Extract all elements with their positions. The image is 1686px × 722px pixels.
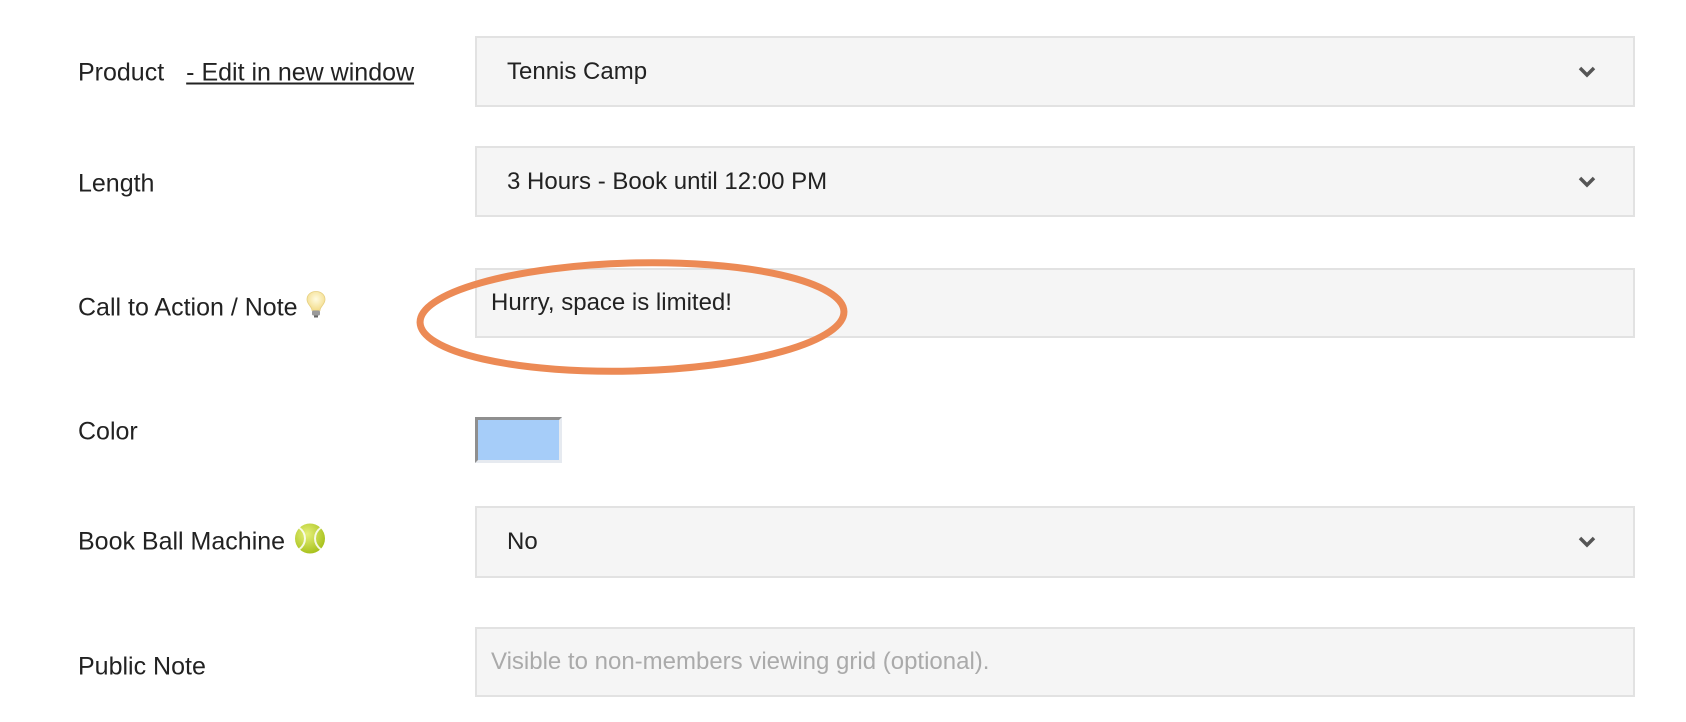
public-note-placeholder: Visible to non-members viewing grid (opt…	[491, 648, 990, 675]
ball-machine-label-text: Book Ball Machine	[78, 527, 286, 556]
chevron-down-icon	[1567, 66, 1607, 78]
color-label: Color	[78, 418, 138, 447]
ball-machine-select[interactable]: No	[475, 506, 1635, 578]
ball-machine-select-value: No	[507, 528, 538, 555]
product-label: Product - Edit in new window	[78, 59, 414, 88]
product-select[interactable]: Tennis Camp	[475, 36, 1635, 107]
chevron-down-icon	[1567, 176, 1607, 188]
chevron-down-icon	[1567, 536, 1607, 548]
length-select[interactable]: 3 Hours - Book until 12:00 PM	[475, 146, 1635, 217]
length-label: Length	[78, 170, 154, 199]
call-to-action-input[interactable]: Hurry, space is limited!	[475, 268, 1635, 338]
product-select-value: Tennis Camp	[507, 57, 648, 85]
product-label-text: Product	[78, 58, 165, 87]
edit-in-new-window-link[interactable]: - Edit in new window	[186, 58, 415, 87]
call-to-action-value: Hurry, space is limited!	[491, 289, 732, 316]
public-note-input[interactable]: Visible to non-members viewing grid (opt…	[475, 627, 1635, 697]
ball-machine-label: Book Ball Machine	[78, 522, 327, 563]
public-note-label: Public Note	[78, 653, 206, 682]
tennis-ball-icon	[293, 522, 327, 563]
public-note-label-text: Public Note	[78, 652, 206, 681]
lightbulb-icon	[306, 290, 326, 327]
call-to-action-label-text: Call to Action / Note	[78, 293, 298, 322]
color-label-text: Color	[78, 417, 138, 446]
call-to-action-label: Call to Action / Note	[78, 290, 326, 327]
length-select-value: 3 Hours - Book until 12:00 PM	[507, 167, 828, 195]
color-picker-swatch[interactable]	[475, 417, 562, 463]
length-label-text: Length	[78, 169, 155, 198]
